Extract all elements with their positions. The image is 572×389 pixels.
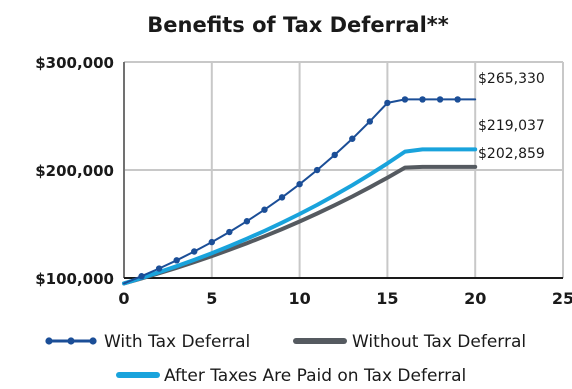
data-point xyxy=(384,99,391,107)
x-tick-label: 15 xyxy=(376,289,398,308)
end-value-label: $265,330 xyxy=(478,71,545,87)
chart-title: Benefits of Tax Deferral** xyxy=(147,13,448,37)
data-point xyxy=(366,118,374,125)
data-point xyxy=(419,96,426,103)
data-point xyxy=(208,238,215,246)
data-point xyxy=(173,257,180,264)
data-point xyxy=(278,194,286,201)
data-point xyxy=(349,135,356,142)
x-tick-label: 5 xyxy=(206,289,217,308)
data-point xyxy=(138,273,145,280)
x-tick-label: 10 xyxy=(288,289,310,308)
legend-marker xyxy=(89,337,97,345)
legend-label: With Tax Deferral xyxy=(104,332,250,352)
y-tick-label: $300,000 xyxy=(35,54,114,72)
data-point xyxy=(155,265,163,272)
data-point xyxy=(454,96,461,103)
data-point xyxy=(313,166,321,174)
end-value-label: $202,859 xyxy=(478,146,545,162)
data-point xyxy=(261,206,268,213)
legend-marker xyxy=(45,337,53,345)
series-line-after-taxes-are-paid-on-tax-deferral xyxy=(122,147,478,286)
data-point xyxy=(401,96,409,103)
data-point xyxy=(191,248,198,255)
data-point xyxy=(436,96,444,103)
x-tick-label: 20 xyxy=(464,289,486,308)
x-tick-label: 0 xyxy=(118,289,129,308)
data-point xyxy=(243,218,251,225)
data-point xyxy=(296,180,303,188)
legend-marker xyxy=(67,337,75,345)
y-tick-label: $200,000 xyxy=(35,162,114,180)
y-tick-label: $100,000 xyxy=(35,270,114,288)
legend-label: After Taxes Are Paid on Tax Deferral xyxy=(164,366,466,385)
data-point xyxy=(226,228,233,236)
end-value-label: $219,037 xyxy=(478,118,545,134)
data-point xyxy=(331,151,338,159)
legend-label: Without Tax Deferral xyxy=(352,332,526,352)
x-tick-label: 25 xyxy=(552,289,572,308)
